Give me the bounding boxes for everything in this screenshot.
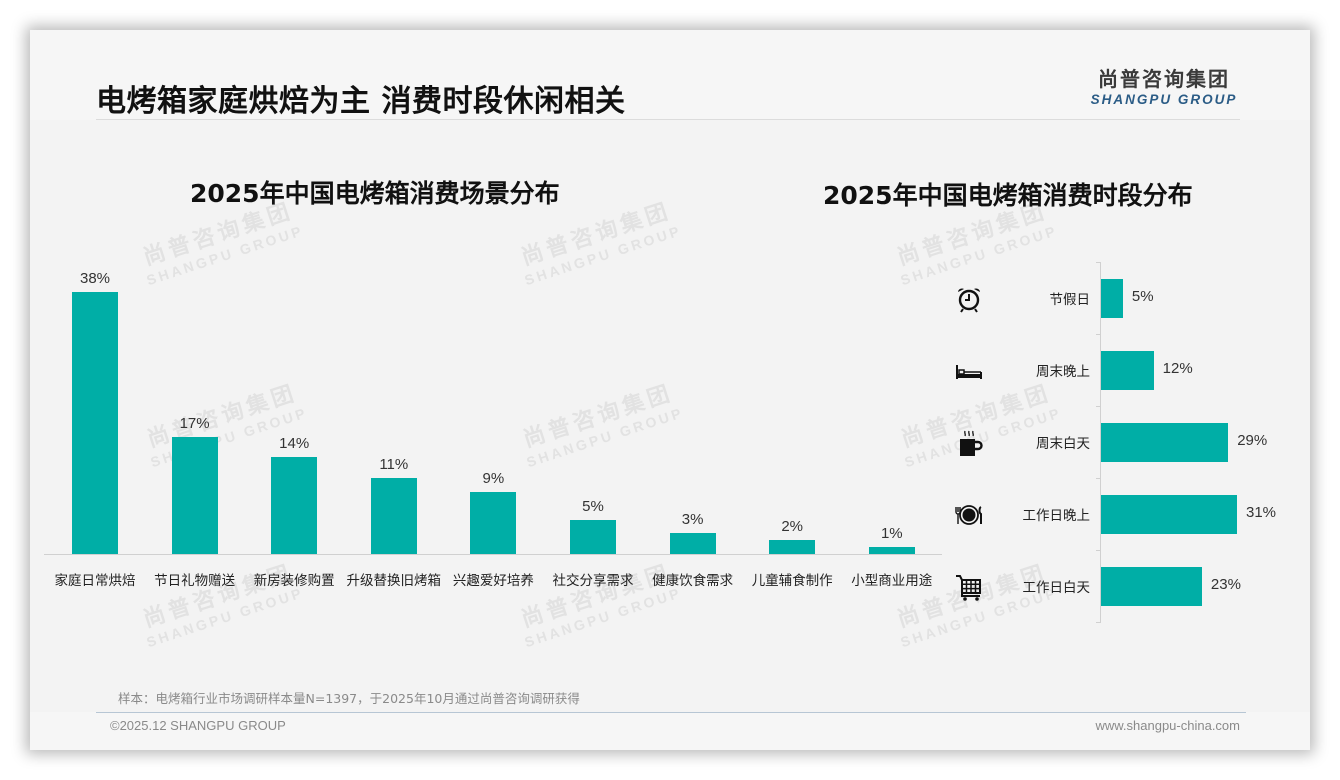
alarm-clock-icon [954, 284, 984, 314]
bar-group: 9% 兴趣爱好培养 [442, 260, 541, 590]
page-title: 电烤箱家庭烘焙为主 消费时段休闲相关 [96, 84, 626, 119]
bar-row: 周末白天 29% [950, 406, 1290, 478]
bed-icon [954, 356, 984, 386]
category-label: 工作日白天 [1022, 580, 1091, 596]
bar-row: 工作日白天 23% [950, 550, 1290, 622]
slide: 尚普咨询集团 SHANGPU GROUP 尚普咨询集团 SHANGPU GROUP … [30, 30, 1310, 750]
logo-cn: 尚普咨询集团 [1098, 67, 1230, 91]
category-label: 儿童辅食制作 [751, 573, 833, 589]
bar [868, 547, 915, 554]
category-label: 周末白天 [1036, 436, 1090, 452]
footer-divider [96, 712, 1246, 713]
bar [1101, 351, 1154, 390]
bar-group: 38% 家庭日常烘焙 [44, 260, 143, 590]
category-label: 周末晚上 [1036, 364, 1090, 380]
bar-value-label: 5% [1131, 288, 1154, 305]
bar [1101, 423, 1229, 462]
shopping-cart-icon [954, 572, 984, 602]
category-label: 健康饮食需求 [652, 573, 734, 589]
bar-group: 3% 健康饮食需求 [642, 260, 741, 590]
bar [1101, 279, 1123, 318]
category-label: 家庭日常烘焙 [54, 573, 136, 589]
bar-value-label: 17% [179, 414, 210, 432]
consumption-scene-bar-chart: 38% 家庭日常烘焙 17% 节日礼物赠送 14% 新房装修购置 11% 升级替换旧烤箱 9% 兴… [44, 260, 942, 590]
bar-group: 17% 节日礼物赠送 [144, 260, 243, 590]
coffee-cup-icon [954, 428, 984, 458]
sample-note: 样本：电烤箱行业市场调研样本量N=1397，于2025年10月通过尚普咨询调研获… [118, 691, 580, 706]
copyright: ©2025.12 SHANGPU GROUP [110, 718, 286, 733]
bar-value-label: 11% [379, 456, 409, 474]
bar-value-label: 23% [1210, 576, 1241, 593]
bar-group: 1% 小型商业用途 [841, 260, 940, 590]
bar-value-label: 12% [1162, 360, 1193, 377]
axis-tick [1096, 262, 1101, 263]
bar-value-label: 29% [1237, 432, 1268, 449]
slide-footer-band [30, 712, 1310, 750]
logo-en: SHANGPU GROUP [1090, 92, 1238, 107]
slide-header-band [30, 30, 1310, 120]
logo: 尚普咨询集团 SHANGPU GROUP [1088, 63, 1240, 107]
left-chart-title: 2025年中国电烤箱消费场景分布 [190, 179, 560, 208]
axis-tick [1096, 334, 1101, 335]
bar [1101, 567, 1202, 606]
website-link[interactable]: www.shangpu-china.com [1095, 718, 1240, 733]
bar [72, 292, 118, 554]
bar-group: 5% 社交分享需求 [542, 260, 641, 590]
right-chart-title: 2025年中国电烤箱消费时段分布 [823, 181, 1193, 210]
bar-value-label: 3% [681, 511, 704, 529]
bar-row: 节假日 5% [950, 262, 1290, 334]
bar [470, 491, 517, 554]
category-label: 工作日晚上 [1022, 508, 1091, 524]
bar [171, 436, 218, 554]
category-label: 新房装修购置 [253, 573, 335, 589]
bar-value-label: 2% [781, 518, 804, 536]
bar-group: 14% 新房装修购置 [243, 260, 342, 590]
y-axis-line [1100, 262, 1101, 622]
category-label: 兴趣爱好培养 [452, 573, 534, 589]
category-label: 小型商业用途 [851, 573, 933, 589]
consumption-time-bar-chart: 节假日 5% 周末晚上 12% 周末白天 29% 工作日晚上 31% 工作日白天 23% [950, 262, 1290, 623]
bar-row: 周末晚上 12% [950, 334, 1290, 406]
bar-value-label: 31% [1246, 504, 1277, 521]
category-label: 节假日 [1049, 292, 1091, 308]
bar [570, 519, 616, 554]
bar-value-label: 9% [482, 469, 505, 487]
bar-group: 2% 儿童辅食制作 [741, 260, 840, 590]
bar-row: 工作日晚上 31% [950, 478, 1290, 550]
axis-tick [1096, 478, 1101, 479]
bar [370, 478, 417, 554]
title-divider [96, 119, 1240, 120]
axis-tick [1096, 550, 1101, 551]
bar [1101, 495, 1237, 534]
axis-tick [1096, 622, 1101, 623]
bar-group: 11% 升级替换旧烤箱 [343, 260, 442, 590]
bar [271, 457, 318, 554]
bar-value-label: 14% [279, 435, 310, 453]
bar-value-label: 1% [880, 525, 903, 543]
category-label: 升级替换旧烤箱 [346, 573, 442, 589]
bar-value-label: 5% [582, 497, 604, 515]
bar-value-label: 38% [79, 270, 111, 287]
category-label: 节日礼物赠送 [154, 573, 236, 589]
dinner-plate-icon [954, 500, 984, 530]
bar [769, 540, 816, 554]
axis-tick [1096, 406, 1101, 407]
x-axis-line [44, 554, 942, 555]
category-label: 社交分享需求 [552, 573, 634, 589]
bar [669, 533, 716, 554]
